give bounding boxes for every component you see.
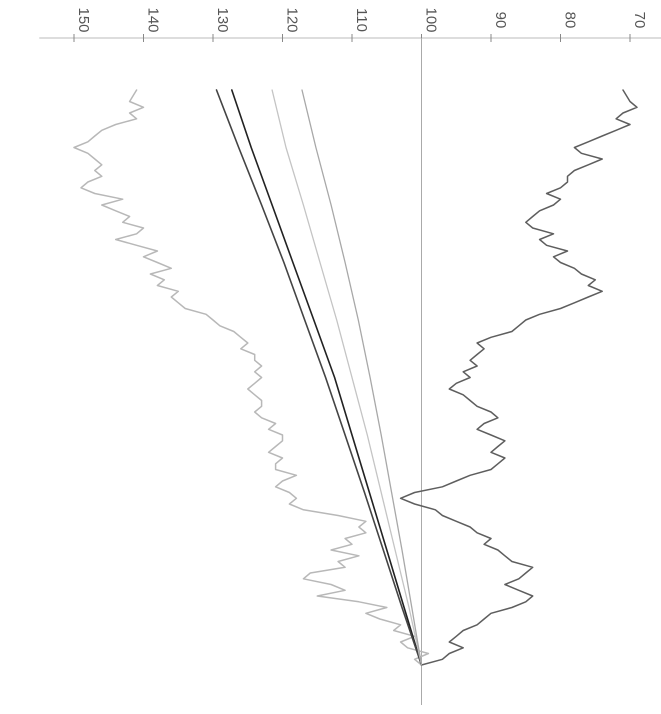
series-line-6 <box>301 89 423 666</box>
tick-label-150: 150 <box>75 7 92 32</box>
tick-label-70: 70 <box>631 12 648 29</box>
series-line-2 <box>399 89 638 666</box>
tick-label-120: 120 <box>284 7 301 32</box>
tick-label-80: 80 <box>562 12 579 29</box>
tick-label-130: 130 <box>214 7 231 32</box>
tick-label-90: 90 <box>492 12 509 29</box>
tick-label-140: 140 <box>145 7 162 32</box>
series-line-3 <box>231 89 423 666</box>
series-line-5 <box>271 89 423 666</box>
series-line-4 <box>215 89 423 666</box>
value-axis: 150 140 130 120 110 100 90 80 70 <box>39 7 661 42</box>
series-line-1 <box>73 89 430 666</box>
tick-label-100: 100 <box>423 7 440 32</box>
series-group <box>73 89 638 666</box>
tick-label-110: 110 <box>353 8 370 32</box>
